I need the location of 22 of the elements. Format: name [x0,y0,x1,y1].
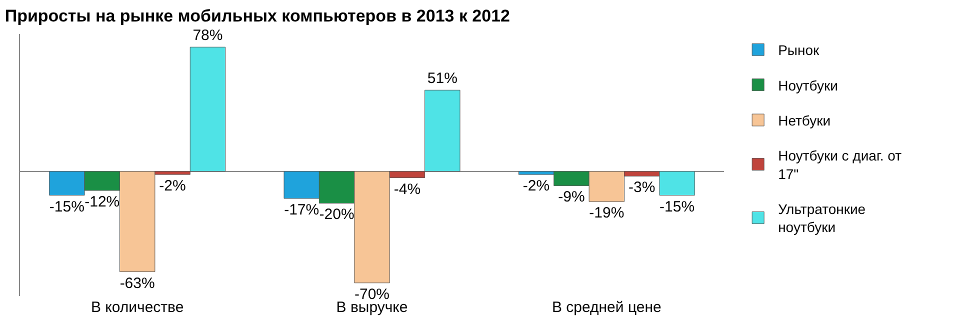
legend-label: Рынок [778,42,820,58]
data-label: 51% [427,70,458,88]
legend-label: Ультратонкие ноутбуки [778,201,866,236]
data-label: 78% [192,27,223,44]
x-tick-label: В средней цене [552,299,662,316]
data-label: -4% [394,180,421,198]
data-label: -15% [660,198,695,216]
data-label: -63% [120,274,155,292]
data-label: -20% [319,206,354,224]
data-label: -12% [84,193,120,210]
x-tick-label: В количестве [90,299,184,316]
legend-label: Нетбуки [778,112,831,128]
legend-label: Ноутбуки с диаг. от 17" [778,148,902,182]
data-label: -2% [522,178,550,195]
data-label: -2% [159,178,186,195]
data-label: -9% [558,188,585,206]
data-label: -3% [628,179,656,196]
chart-title: Приросты на рынке мобильных компьютеров в 2013 к 2012 [4,6,510,26]
legend-label: Ноутбуки [778,77,838,94]
data-label: -19% [589,204,624,222]
data-label: -15% [49,198,84,216]
data-label: -17% [284,201,320,218]
